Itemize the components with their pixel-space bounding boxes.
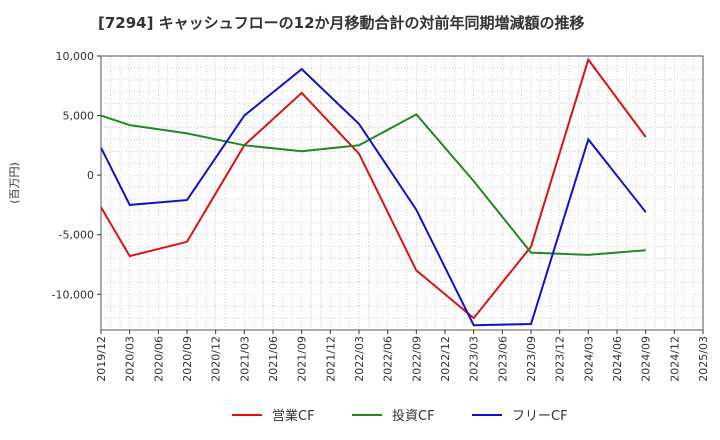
x-tick-label: 2023/09 xyxy=(525,336,538,382)
x-tick-label: 2024/09 xyxy=(640,336,653,382)
x-tick-label: 2024/12 xyxy=(668,336,681,382)
x-tick-label: 2021/06 xyxy=(267,336,280,382)
y-axis-label: (百万円) xyxy=(8,162,21,204)
series-line-1 xyxy=(100,57,647,320)
x-tick-label: 2022/09 xyxy=(410,336,423,382)
chart-title: [7294] キャッシュフローの12か月移動合計の対前年同期増減額の推移 xyxy=(98,14,585,32)
x-tick-label: 2022/12 xyxy=(439,336,452,382)
y-tick-label: 10,000 xyxy=(56,50,95,63)
legend-label: 営業CF xyxy=(272,408,315,424)
plot-area xyxy=(101,56,703,330)
x-tick-label: 2021/09 xyxy=(296,336,309,382)
x-tick-label: 2024/06 xyxy=(611,336,624,382)
grid-layer xyxy=(100,55,704,331)
x-tick-label: 2022/03 xyxy=(353,336,366,382)
y-tick-label: 0 xyxy=(87,169,94,182)
x-tick-label: 2024/03 xyxy=(582,336,595,382)
x-tick-label: 2019/12 xyxy=(95,336,108,382)
x-tick-label: 2025/03 xyxy=(697,336,710,382)
plot-frame xyxy=(100,55,704,331)
x-tick-label: 2020/06 xyxy=(152,336,165,382)
legend-layer: 営業CF 投資CF フリーCF xyxy=(232,408,568,424)
x-tick-label: 2021/03 xyxy=(238,336,251,382)
x-tick-label: 2023/12 xyxy=(554,336,567,382)
axis-layer: 10,000 5,000 0 -5,000 -10,000 2019/12 2020/03 2… xyxy=(8,50,710,382)
x-tick-label: 2020/03 xyxy=(124,336,137,382)
x-tick-label: 2022/06 xyxy=(382,336,395,382)
x-tick-label: 2020/09 xyxy=(181,336,194,382)
x-tick-label: 2023/03 xyxy=(468,336,481,382)
x-tick-label: 2020/12 xyxy=(210,336,223,382)
x-tick-label: 2023/06 xyxy=(496,336,509,382)
y-tick-label: -10,000 xyxy=(52,288,94,301)
series-line-3 xyxy=(100,67,647,327)
y-tick-label: -5,000 xyxy=(59,229,94,242)
legend-label: 投資CF xyxy=(392,408,435,424)
series-layer xyxy=(100,57,647,327)
series-line-2 xyxy=(100,113,646,256)
y-tick-label: 5,000 xyxy=(63,110,95,123)
x-tick-label: 2021/12 xyxy=(324,336,337,382)
legend-label: フリーCF xyxy=(512,409,568,424)
